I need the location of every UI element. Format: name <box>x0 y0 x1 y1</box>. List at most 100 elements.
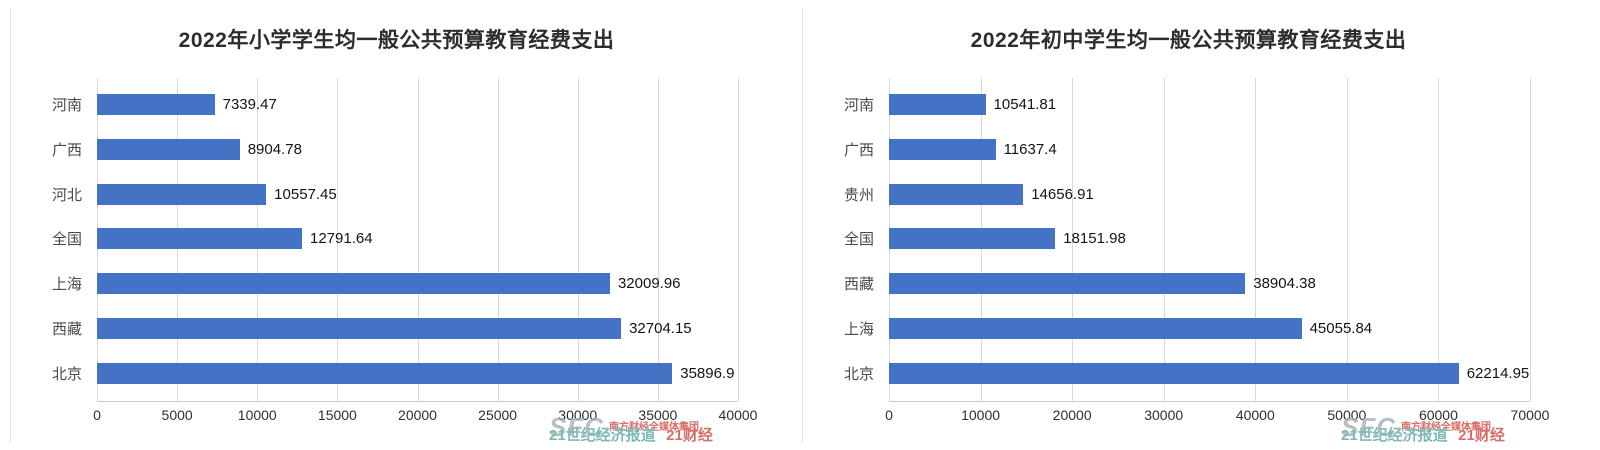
chart-primary-school: 2022年小学学生均一般公共预算教育经费支出 7339.47 8904.78 105… <box>10 8 782 444</box>
bar-row: 62214.95 <box>889 362 1530 384</box>
value-axis: 0 10000 20000 30000 40000 50000 60000 70000 <box>885 407 1549 429</box>
gridline <box>1438 78 1440 401</box>
bar-value-label: 18151.98 <box>1063 230 1126 248</box>
bar-row: 12791.64 <box>97 228 738 250</box>
bar-row: 14656.91 <box>889 183 1530 205</box>
value-axis: 0 5000 10000 15000 20000 25000 30000 35000 40000 <box>93 407 757 429</box>
bar-value-label: 45055.84 <box>1309 320 1373 338</box>
bar <box>889 93 986 115</box>
bar-row: 45055.84 <box>889 318 1530 340</box>
chart-title: 2022年小学学生均一般公共预算教育经费支出 <box>178 29 615 52</box>
gridline <box>657 78 659 401</box>
bar <box>97 228 302 250</box>
bar-row: 10541.81 <box>889 93 1530 115</box>
bar-row: 10557.45 <box>97 183 738 205</box>
x-tick-label: 30000 <box>558 407 598 423</box>
x-tick-label: 15000 <box>317 407 357 423</box>
x-tick-label: 20000 <box>398 407 437 423</box>
watermark-brand: 21财经 <box>1458 427 1505 444</box>
x-tick-label: 10000 <box>237 407 277 423</box>
bar-row: 32704.15 <box>97 318 738 340</box>
bar <box>889 273 1246 295</box>
bar-value-label: 7339.47 <box>222 95 277 113</box>
category-label: 全国 <box>843 231 874 249</box>
x-tick-label: 0 <box>885 407 893 423</box>
bar-value-label: 62214.95 <box>1466 364 1530 382</box>
bar-row: 8904.78 <box>97 138 738 160</box>
bar-row: 35896.9 <box>97 362 738 384</box>
bar <box>97 93 215 115</box>
x-tick-label: 50000 <box>1327 407 1367 423</box>
category-label: 北京 <box>843 365 874 383</box>
x-tick-label: 0 <box>93 407 101 423</box>
gridline <box>337 78 339 401</box>
bar <box>97 138 240 160</box>
watermark-publication: 21世纪经济报道 <box>549 427 656 444</box>
bar-value-label: 10557.45 <box>274 185 337 203</box>
bar <box>889 362 1459 384</box>
gridline <box>1255 78 1257 401</box>
category-axis: 河南广西贵州全国西藏上海北京 <box>815 82 883 396</box>
gridline <box>417 78 419 401</box>
category-label: 北京 <box>51 365 82 383</box>
bar-row: 32009.96 <box>97 273 738 295</box>
category-label: 广西 <box>843 141 874 159</box>
bar-value-label: 35896.9 <box>680 364 735 382</box>
gridline <box>1346 78 1348 401</box>
category-label: 上海 <box>843 321 874 339</box>
bar-value-label: 10541.81 <box>993 95 1057 113</box>
x-tick-label: 10000 <box>961 407 1001 423</box>
bar-row: 38904.38 <box>889 273 1530 295</box>
bar-row: 11637.4 <box>889 138 1530 160</box>
category-label: 西藏 <box>843 276 874 294</box>
category-label: 上海 <box>51 276 82 294</box>
gridline <box>1163 78 1165 401</box>
watermark-publication: 21世纪经济报道 <box>1341 427 1448 444</box>
bar-value-label: 14656.91 <box>1031 185 1094 203</box>
bar-value-label: 38904.38 <box>1253 275 1316 293</box>
bar-value-label: 8904.78 <box>247 140 302 158</box>
category-axis: 河南广西河北全国上海西藏北京 <box>23 82 91 396</box>
category-label: 全国 <box>51 231 82 249</box>
plot-area: 10541.81 11637.4 14656.91 18151.98 38904.38 4… <box>815 78 1558 423</box>
bar <box>889 183 1024 205</box>
gridline <box>738 78 739 401</box>
category-label: 西藏 <box>51 321 82 339</box>
bars-layer: 10541.81 11637.4 14656.91 18151.98 38904.38 4… <box>889 82 1530 396</box>
x-tick-label: 25000 <box>478 407 518 423</box>
category-label: 河南 <box>843 96 874 114</box>
bar <box>889 138 996 160</box>
bar <box>97 273 610 295</box>
watermark-brand: 21财经 <box>666 427 713 444</box>
x-tick-label: 70000 <box>1510 407 1550 423</box>
plot-area: 7339.47 8904.78 10557.45 12791.64 32009.96 32… <box>23 78 766 423</box>
gridline <box>497 78 499 401</box>
bar <box>97 183 267 205</box>
gridline <box>577 78 579 401</box>
category-label: 贵州 <box>843 186 874 204</box>
category-label: 河南 <box>51 96 82 114</box>
x-tick-label: 5000 <box>161 407 193 423</box>
x-tick-label: 60000 <box>1418 407 1458 423</box>
gridline <box>1530 78 1531 401</box>
chart-middle-school: 2022年初中学生均一般公共预算教育经费支出 10541.81 11637.4 14… <box>802 8 1574 444</box>
x-tick-label: 40000 <box>718 407 758 423</box>
bar-value-label: 32009.96 <box>617 275 681 293</box>
x-tick-label: 30000 <box>1144 407 1184 423</box>
bars-layer: 7339.47 8904.78 10557.45 12791.64 32009.96 32… <box>97 82 738 396</box>
bar-value-label: 11637.4 <box>1003 140 1057 158</box>
bar-value-label: 12791.64 <box>309 230 373 248</box>
x-tick-label: 35000 <box>638 407 678 423</box>
chart-title: 2022年初中学生均一般公共预算教育经费支出 <box>970 29 1407 52</box>
bar-row: 7339.47 <box>97 93 738 115</box>
bar-value-label: 32704.15 <box>629 320 692 338</box>
gridline <box>1072 78 1074 401</box>
category-label: 河北 <box>51 186 82 204</box>
bar <box>889 228 1056 250</box>
x-tick-label: 40000 <box>1235 407 1275 423</box>
category-label: 广西 <box>51 141 82 159</box>
x-tick-label: 20000 <box>1052 407 1092 423</box>
bar-row: 18151.98 <box>889 228 1530 250</box>
bar <box>889 318 1302 340</box>
